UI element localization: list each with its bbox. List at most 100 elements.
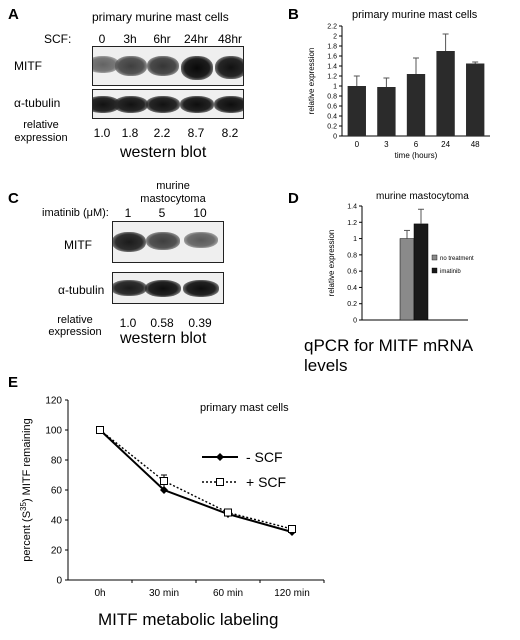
panel-c-rel-2: 0.39 [188,316,212,330]
chart-d-ytick-label: 0.4 [347,285,357,292]
panel-a-rel-2: 2.2 [153,126,171,140]
panel-a-tubulin-blot [92,89,244,119]
panel-d-caption: qPCR for MITF mRNA levels [304,336,473,375]
chart-b-bar [466,63,485,136]
chart-e-ytick-label: 60 [51,486,63,497]
chart-b-ytick-label: 0.6 [327,104,337,111]
panel-a-rel-4: 8.2 [221,126,239,140]
chart-b-xtick-label: 0 [355,140,360,149]
panel-c-cell-line-2: mastocytoma [140,193,206,205]
chart-e-ytick-label: 0 [56,576,62,587]
chart-d-ytick-label: 0.6 [347,269,357,276]
panel-a-tubulin-label: α-tubulin [14,96,61,110]
panel-a-mitf-blot [92,46,244,86]
panel-c-lane-0: 1 [124,206,132,220]
panel-a-caption: western blot [120,144,207,161]
chart-b-xtick-label: 3 [384,140,389,149]
panel-a-lane-1: 3h [123,32,137,46]
panel-a-title: primary murine mast cells [92,10,229,24]
chart-e-xtick-label: 0h [94,588,105,599]
chart-b-ytick-label: 1 [333,84,337,91]
panel-c-letter: C [8,190,19,207]
chart-d-ytick-label: 0.2 [347,301,357,308]
chart-e-point-plus-scf [96,426,104,434]
chart-b-bar [377,87,396,136]
chart-b-xtick-label: 24 [441,140,450,149]
chart-e-ytick-label: 120 [45,396,62,407]
chart-d-ytick-label: 1.2 [347,220,357,227]
panel-a-mitf-label: MITF [14,59,42,73]
chart-e-legend-label: + SCF [246,474,286,490]
panel-d-title: murine mastocytoma [376,191,469,202]
chart-b-ytick-label: 1.2 [327,74,337,81]
panel-c-lane-labels: 1 5 10 [0,206,260,222]
chart-e-legend-label: - SCF [246,449,283,465]
chart-e-line-1 [99,429,293,530]
panel-a-lane-labels: 0 3h 6hr 24hr 48hr [0,32,260,48]
panel-c-tubulin-band [113,280,147,297]
chart-b-xtick-label: 48 [471,140,480,149]
chart-d-legend-swatch [431,267,438,274]
panel-c-cell-line-1: murine [156,180,190,192]
panel-d-letter: D [288,190,299,207]
panel-c-mitf-band [184,232,218,248]
chart-e-ylabel: percent (S35) MITF remaining [19,418,33,561]
panel-c-rel-1: 0.58 [150,316,174,330]
panel-c-rel-values: 1.0 0.58 0.39 [0,316,260,332]
panel-c-mitf-label: MITF [64,238,92,252]
chart-e-xtick-label: 30 min [149,588,179,599]
chart-d-legend-label: imatinib [440,269,461,275]
panel-a-lane-3: 24hr [183,32,209,46]
panel-a-tubulin-band [146,96,180,113]
chart-d-ytick-label: 1 [353,236,357,243]
chart-b-bar [436,51,455,136]
panel-a-rel-label: relative expression [10,119,72,145]
chart-e-xtick-label: 60 min [213,588,243,599]
chart-d-legend-swatch [431,254,438,261]
panel-a-mitf-band [93,56,119,73]
chart-b-ytick-label: 1.6 [327,54,337,61]
chart-d-bar [399,238,415,321]
panel-c-lane-2: 10 [193,206,207,220]
chart-e-ytick-label: 80 [51,456,63,467]
panel-c-rel-label-1: relative [57,314,93,326]
chart-e-point-plus-scf [288,525,296,533]
panel-a-rel-label-2: expression [14,132,68,144]
panel-c-tubulin-label: α-tubulin [58,283,105,297]
chart-b-ytick-label: 0.8 [327,94,337,101]
chart-d-legend-label: no treatment [440,256,474,262]
panel-c-cell-line: murine mastocytoma [118,180,228,206]
chart-e-xtick-label: 120 min [274,588,310,599]
panel-a-scf-label: SCF: [44,32,72,46]
panel-a-tubulin-band [114,96,148,113]
panel-c-rel-label-2: expression [48,326,102,338]
chart-b-ytick-label: 1.4 [327,64,337,71]
chart-b-bar [347,86,366,136]
chart-e-point-plus-scf [160,477,168,485]
chart-d: 0 0.2 0.4 0.6 0.8 1 1.2 1.4 no treatment imatinib… [327,204,474,325]
chart-e: 0 20 40 60 80 100 120 0h 30 min 60 min 120 min - SC… [19,396,325,599]
panel-c-tubulin-band [183,280,219,297]
chart-b-ytick-label: 2.2 [327,24,337,31]
panel-e-title: primary mast cells [200,402,289,414]
panel-a-rel-3: 8.7 [187,126,205,140]
panel-a-mitf-band [115,56,147,76]
panel-e-letter: E [8,374,19,391]
chart-b: 0 0.2 0.4 0.6 0.8 1 1.2 1.4 1.6 1.8 2 2.2 0 3 6 24 48 tim… [307,24,490,160]
panel-a-mitf-band [215,56,243,79]
panel-c-tubulin-band [145,280,181,297]
chart-d-ytick-label: 0.8 [347,252,357,259]
chart-d-ylabel: relative expression [327,230,336,297]
panel-c-mitf-blot [112,221,224,263]
panel-a-mitf-band [181,56,213,80]
panel-c-rel-0: 1.0 [119,316,137,330]
chart-d-ytick-label: 1.4 [347,204,357,211]
panel-a-rel-0: 1.0 [93,126,111,140]
chart-b-xlabel: time (hours) [395,151,438,160]
panel-c-lane-1: 5 [158,206,166,220]
panel-a-rel-label-1: relative [23,119,59,131]
chart-b-ytick-label: 0.4 [327,114,337,121]
chart-b-ytick-label: 0.2 [327,124,337,131]
panel-c-mitf-band [146,232,180,250]
chart-e-legend-marker [216,478,224,486]
